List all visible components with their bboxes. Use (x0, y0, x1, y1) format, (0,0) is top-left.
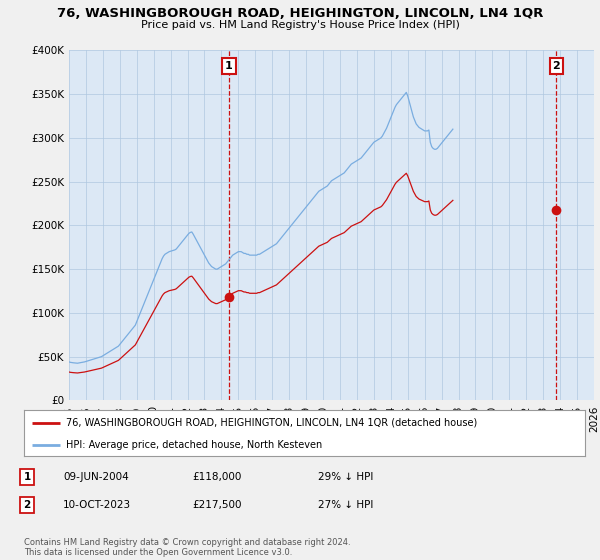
Text: 76, WASHINGBOROUGH ROAD, HEIGHINGTON, LINCOLN, LN4 1QR (detached house): 76, WASHINGBOROUGH ROAD, HEIGHINGTON, LI… (66, 418, 478, 428)
Text: £118,000: £118,000 (192, 472, 241, 482)
Text: 2: 2 (23, 500, 31, 510)
Text: 27% ↓ HPI: 27% ↓ HPI (318, 500, 373, 510)
Text: HPI: Average price, detached house, North Kesteven: HPI: Average price, detached house, Nort… (66, 440, 322, 450)
Text: 29% ↓ HPI: 29% ↓ HPI (318, 472, 373, 482)
Text: £217,500: £217,500 (192, 500, 241, 510)
Text: 10-OCT-2023: 10-OCT-2023 (63, 500, 131, 510)
Text: 2: 2 (553, 61, 560, 71)
Text: 76, WASHINGBOROUGH ROAD, HEIGHINGTON, LINCOLN, LN4 1QR: 76, WASHINGBOROUGH ROAD, HEIGHINGTON, LI… (57, 7, 543, 20)
Text: 09-JUN-2004: 09-JUN-2004 (63, 472, 129, 482)
Text: Price paid vs. HM Land Registry's House Price Index (HPI): Price paid vs. HM Land Registry's House … (140, 20, 460, 30)
Text: Contains HM Land Registry data © Crown copyright and database right 2024.
This d: Contains HM Land Registry data © Crown c… (24, 538, 350, 557)
Text: 1: 1 (225, 61, 233, 71)
Text: 1: 1 (23, 472, 31, 482)
